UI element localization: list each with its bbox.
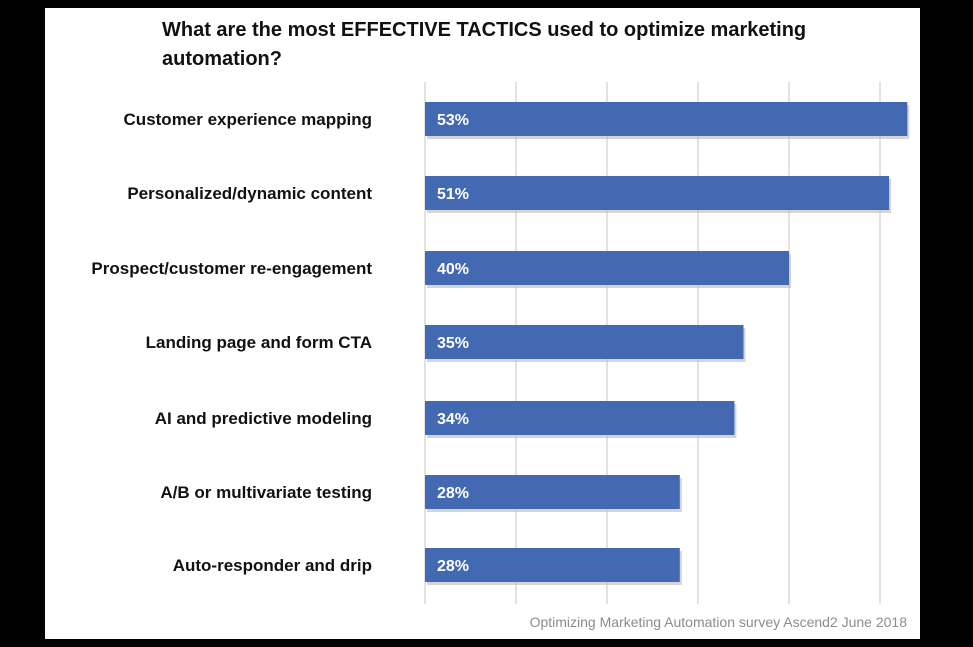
bar <box>425 548 680 582</box>
category-label: Customer experience mapping <box>124 110 372 129</box>
source-note: Optimizing Marketing Automation survey A… <box>529 614 907 630</box>
bar-chart: 53% Customer experience mapping 51% Persona… <box>91 82 910 604</box>
bar <box>425 401 735 435</box>
bar <box>425 475 680 509</box>
bar-value-label: 40% <box>437 261 469 278</box>
category-label: A/B or multivariate testing <box>160 483 372 502</box>
bar-value-label: 28% <box>437 558 469 575</box>
bar-value-label: 28% <box>437 485 469 502</box>
bar-value-label: 53% <box>437 112 469 129</box>
bar-value-label: 34% <box>437 411 469 428</box>
category-label: Auto-responder and drip <box>173 556 372 575</box>
bar <box>425 102 908 136</box>
bar <box>425 251 789 285</box>
chart-panel: What are the most EFFECTIVE TACTICS used… <box>45 8 920 639</box>
category-label: Personalized/dynamic content <box>127 184 372 203</box>
bar-value-label: 51% <box>437 186 469 203</box>
category-label: Landing page and form CTA <box>146 333 372 352</box>
bar <box>425 325 744 359</box>
chart-title: What are the most EFFECTIVE TACTICS used… <box>162 19 807 70</box>
bar <box>425 176 890 210</box>
category-label: Prospect/customer re-engagement <box>91 259 372 278</box>
bar-value-label: 35% <box>437 335 469 352</box>
category-label: AI and predictive modeling <box>155 409 372 428</box>
